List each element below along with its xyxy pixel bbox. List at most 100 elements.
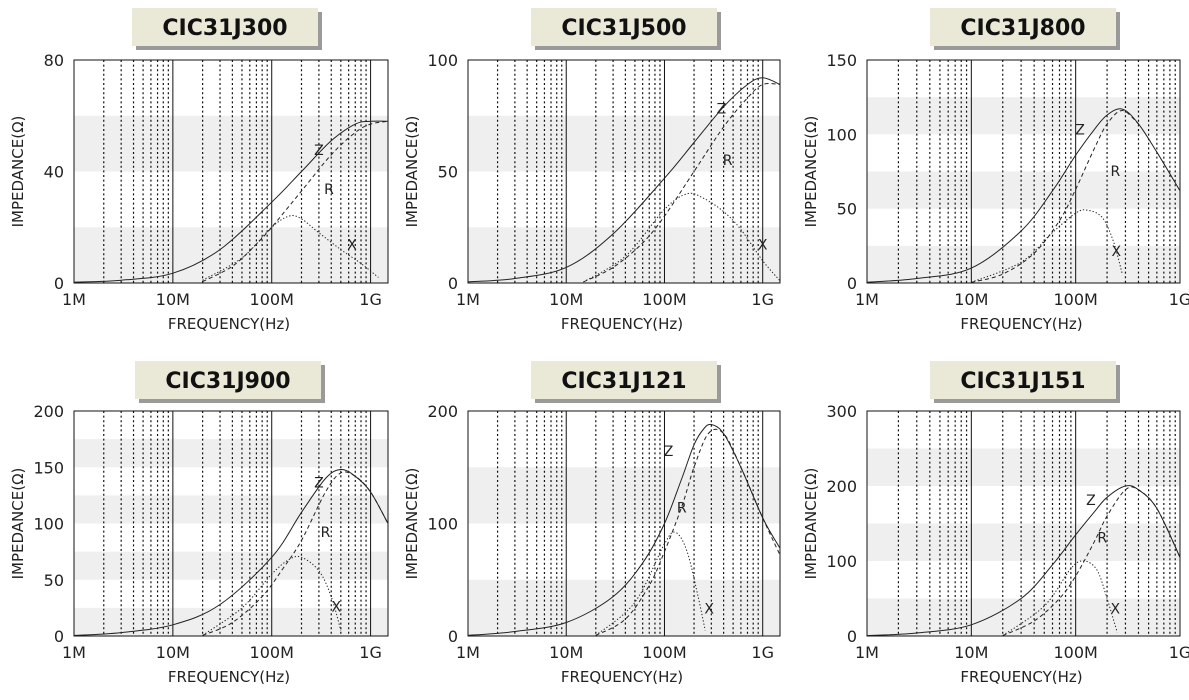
series-r-curve [583,83,781,283]
x-tick-label: 100M [642,643,686,662]
plot-frame [467,59,781,284]
series-r-curve [595,428,781,636]
x-tick-label: 1G [359,643,382,662]
y-axis-label: IMPEDANCE(Ω) [802,116,820,228]
x-tick-label: 1G [751,643,774,662]
chart-title: CIC31J151 [960,369,1085,394]
grid-band [468,115,780,172]
x-axis-label: FREQUENCY(Hz) [561,315,683,333]
series-r-curve [971,109,1139,283]
x-tick-label: 1G [1169,643,1189,662]
y-tick-label: 50 [438,163,458,182]
y-axis-label: IMPEDANCE(Ω) [403,116,421,228]
grid-band [74,115,388,172]
grid-band [867,448,1180,486]
chart-title: CIC31J800 [960,16,1085,41]
grid-band [74,439,388,468]
series-r-curve [1002,486,1181,637]
chart-title: CIC31J300 [162,16,287,41]
y-tick-label: 40 [44,163,64,182]
x-tick-label: 1G [359,290,382,309]
x-tick-label: 10M [549,290,583,309]
grid-band [74,551,388,580]
curve-label-r: R [1097,530,1107,546]
curve-label-z: Z [1075,122,1085,138]
grid-band [468,467,780,524]
y-tick-label: 100 [826,125,857,144]
grid-band [74,607,388,636]
y-tick-label: 100 [427,51,458,70]
grid-band [867,598,1180,636]
y-tick-label: 100 [427,515,458,534]
curve-label-r: R [1110,164,1120,180]
x-axis-label: FREQUENCY(Hz) [960,668,1082,686]
x-tick-label: 10M [156,643,190,662]
y-tick-label: 300 [826,402,857,421]
chart-cic31j121: CIC31J121 Z R X 0 100 200 1M 10M 100M 1G FREQUENCY(… [403,361,781,686]
curve-label-x: X [758,238,768,254]
x-tick-label: 1M [456,290,480,309]
y-tick-label: 100 [33,515,64,534]
y-tick-label: 80 [44,51,64,70]
y-axis-label: IMPEDANCE(Ω) [9,468,27,580]
x-tick-label: 10M [549,643,583,662]
grid-band [468,227,780,283]
curve-label-x: X [1111,602,1121,618]
y-tick-label: 200 [33,402,64,421]
x-tick-label: 1M [855,290,879,309]
grid-band [867,245,1180,283]
x-tick-label: 1M [62,643,86,662]
curve-label-r: R [677,500,687,516]
series-x-curve [1002,560,1118,637]
x-tick-label: 100M [642,290,686,309]
y-tick-label: 150 [826,51,857,70]
x-axis-label: FREQUENCY(Hz) [960,315,1082,333]
chart-title: CIC31J900 [165,369,290,394]
chart-title-box [930,361,1116,399]
chart-title: CIC31J121 [561,369,686,394]
chart-title: CIC31J500 [561,16,686,41]
curve-label-x: X [704,602,714,618]
x-tick-label: 1M [855,643,879,662]
chart-title-box [531,361,717,399]
curve-label-x: X [347,238,357,254]
x-axis-label: FREQUENCY(Hz) [168,668,290,686]
curve-label-x: X [1111,244,1121,260]
y-tick-label: 200 [826,477,857,496]
curve-label-z: Z [314,476,324,492]
grid-band [468,579,780,636]
series-x-curve [202,555,342,636]
chart-cic31j300: CIC31J300 Z R X 0 40 80 1M 10M 100M 1G FREQUENCY(Hz… [9,8,389,333]
curve-label-z: Z [717,102,727,118]
x-tick-label: 100M [1053,290,1097,309]
plot-frame [866,410,1181,637]
curve-label-z: Z [314,143,324,159]
y-tick-label: 200 [427,402,458,421]
chart-title-box [135,361,321,399]
x-tick-label: 100M [250,290,294,309]
y-tick-label: 0 [448,627,458,646]
y-tick-label: 0 [847,627,857,646]
series-r-curve [202,120,389,283]
chart-title-box [132,8,318,46]
plot-frame [866,59,1181,284]
plot-frame [467,410,781,637]
chart-cic31j151: CIC31J151 Z R X 0 100 200 300 1M 10M 100M 1G FREQUEN… [802,361,1189,686]
grid-band [74,495,388,524]
y-tick-label: 50 [44,571,64,590]
y-tick-label: 100 [826,552,857,571]
y-tick-label: 0 [54,627,64,646]
y-tick-label: 0 [847,274,857,293]
x-tick-label: 10M [954,290,988,309]
grid-band [867,523,1180,561]
x-tick-label: 100M [1053,643,1097,662]
chart-title-box [531,8,717,46]
y-axis-label: IMPEDANCE(Ω) [802,468,820,580]
grid-band [867,171,1180,209]
grid-band [74,227,388,283]
x-tick-label: 1G [751,290,774,309]
x-tick-label: 10M [156,290,190,309]
x-tick-label: 1M [62,290,86,309]
x-tick-label: 100M [250,643,294,662]
